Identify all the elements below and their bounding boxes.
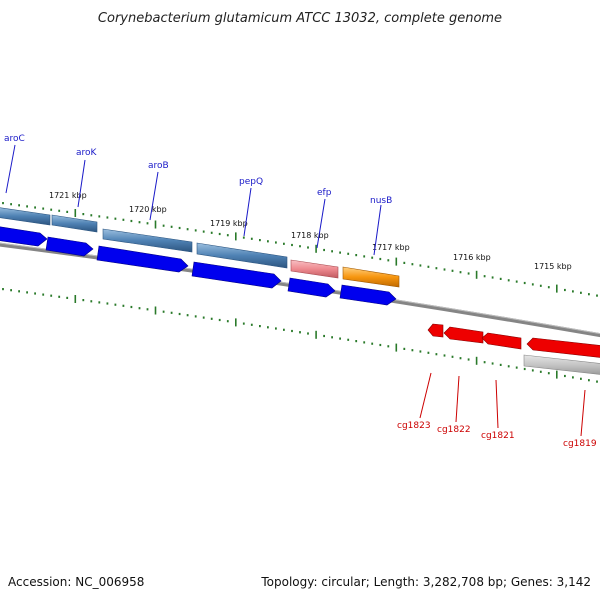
cds-arrow-forward[interactable] (339, 284, 397, 306)
label-leader (316, 198, 326, 249)
cds-arrow-reverse[interactable] (481, 332, 522, 350)
cds-arrow-reverse[interactable] (427, 323, 444, 338)
scale-ticks-forward (2, 202, 598, 297)
label-leader (243, 187, 252, 237)
scale-label: 1718 kbp (291, 231, 329, 240)
gene-label-nusB[interactable]: nusB (370, 196, 392, 206)
gene-aroK[interactable] (51, 214, 98, 233)
topology-text: Topology: circular; Length: 3,282,708 bp… (260, 575, 591, 589)
scale-label: 1715 kbp (534, 262, 572, 271)
cds-arrow-forward[interactable] (45, 236, 94, 257)
gene-label-cg1821[interactable]: cg1821 (481, 431, 515, 441)
scale-label: 1716 kbp (453, 253, 491, 262)
forward-gene-labels: aroC aroK aroB pepQ efp nusB (4, 134, 392, 256)
scale-label: 1719 kbp (210, 219, 248, 228)
forward-genes (0, 207, 400, 288)
gene-aroB[interactable] (102, 228, 193, 253)
gene-nusB[interactable] (342, 266, 400, 288)
gene-label-aroB[interactable]: aroB (148, 161, 169, 171)
gene-label-pepQ[interactable]: pepQ (239, 177, 263, 187)
cds-arrow-reverse[interactable] (526, 337, 600, 358)
label-leader (455, 375, 460, 423)
cds-arrow-reverse[interactable] (443, 326, 484, 344)
forward-cds (0, 226, 397, 306)
scale-label: 1720 kbp (129, 205, 167, 214)
reverse-cds (427, 323, 600, 358)
label-leader (580, 389, 586, 437)
label-leader (419, 372, 432, 419)
cds-arrow-forward[interactable] (96, 245, 189, 273)
label-leader (5, 144, 16, 194)
gene-label-efp[interactable]: efp (317, 188, 332, 198)
scale-labels: 1721 kbp 1720 kbp 1719 kbp 1718 kbp 1717… (49, 191, 572, 271)
gene-efp[interactable] (290, 259, 339, 279)
gene-cg1819[interactable] (523, 354, 600, 375)
label-leader (77, 159, 86, 208)
gene-pepQ[interactable] (196, 242, 288, 269)
gene-label-cg1822[interactable]: cg1822 (437, 425, 471, 435)
cds-arrow-forward[interactable] (0, 226, 48, 247)
label-leader (373, 204, 382, 256)
scale-label: 1717 kbp (372, 243, 410, 252)
gene-label-cg1819[interactable]: cg1819 (563, 439, 597, 449)
cds-arrow-forward[interactable] (287, 277, 336, 298)
gene-label-aroC[interactable]: aroC (4, 134, 25, 144)
accession-text: Accession: NC_006958 (8, 575, 144, 589)
scale-ticks-reverse (2, 288, 598, 383)
label-leader (495, 379, 499, 429)
gene-label-cg1823[interactable]: cg1823 (397, 421, 431, 431)
scale-label: 1721 kbp (49, 191, 87, 200)
cds-arrow-forward[interactable] (191, 261, 282, 289)
gene-label-aroK[interactable]: aroK (76, 148, 98, 158)
gene-aroC[interactable] (0, 207, 51, 226)
map-title: Corynebacterium glutamicum ATCC 13032, c… (98, 11, 502, 26)
reverse-gene-labels: cg1823 cg1822 cg1821 cg1819 (397, 372, 597, 449)
label-leader (149, 171, 159, 221)
